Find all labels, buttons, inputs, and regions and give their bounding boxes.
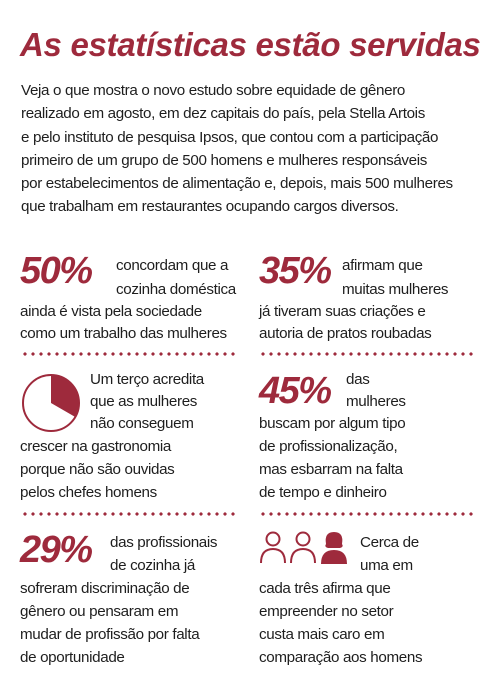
- stat-text-line: afirmam que: [342, 257, 423, 274]
- stat-text-line: cozinha doméstica: [116, 281, 236, 298]
- stat-text-line: das profissionais: [110, 534, 218, 551]
- stat-text-line: buscam por algum tipo: [259, 415, 406, 432]
- intro-line: Veja o que mostra o novo estudo sobre eq…: [21, 82, 406, 99]
- stat-text-line: mulheres: [346, 393, 406, 410]
- stat-text-line: muitas mulheres: [342, 281, 449, 298]
- pie-third-icon: [22, 374, 80, 432]
- intro-line: primeiro de um grupo de 500 homens e mul…: [21, 151, 428, 169]
- intro-line: que trabalham em restaurantes ocupando c…: [21, 198, 399, 216]
- stat-text-line: que as mulheres: [90, 393, 198, 410]
- stat-text-line: de profissionalização,: [259, 438, 398, 455]
- stat-text-line: gênero ou pensaram em: [20, 603, 179, 620]
- dotted-divider: [259, 352, 475, 356]
- intro-line: por estabelecimentos de alimentação e, d…: [21, 175, 453, 193]
- people-icon: [260, 531, 347, 564]
- stat-text-line: uma em: [360, 557, 413, 574]
- stat-text-line: empreender no setor: [259, 603, 394, 620]
- stat-text-line: das: [346, 371, 370, 388]
- dotted-divider: [259, 512, 475, 516]
- stat-percentage: 50%: [20, 250, 93, 292]
- stat-text-line: cada três afirma que: [259, 580, 391, 597]
- stat-text-line: de tempo e dinheiro: [259, 484, 387, 501]
- stat-text-line: porque não são ouvidas: [20, 461, 175, 478]
- stat-text-line: não conseguem: [90, 415, 194, 432]
- intro-paragraph: Veja o que mostra o novo estudo sobre eq…: [21, 79, 491, 219]
- stat-text-line: de oportunidade: [20, 649, 125, 666]
- stat-text-line: já tiveram suas criações e: [259, 303, 426, 320]
- dotted-divider: [21, 352, 237, 356]
- intro-line: e pelo instituto de pesquisa Ipsos, que …: [21, 128, 439, 146]
- intro-line: realizado em agosto, em dez capitais do …: [21, 105, 425, 123]
- stat-text-line: custa mais caro em: [259, 626, 385, 643]
- stat-percentage: 45%: [259, 370, 332, 412]
- stat-text-line: pelos chefes homens: [20, 484, 157, 501]
- stat-percentage: 35%: [259, 250, 332, 292]
- stat-text-line: mudar de profissão por falta: [20, 626, 200, 643]
- stat-text-line: Cerca de: [360, 534, 419, 551]
- stat-text-line: Um terço acredita: [90, 371, 204, 388]
- stat-text-line: sofreram discriminação de: [20, 580, 190, 597]
- stat-text-line: como um trabalho das mulheres: [20, 325, 227, 342]
- stat-text-line: autoria de pratos roubadas: [259, 325, 432, 342]
- stat-text-line: mas esbarram na falta: [259, 461, 403, 478]
- stat-text-line: concordam que a: [116, 257, 229, 274]
- stat-text-line: crescer na gastronomia: [20, 438, 171, 455]
- page-title: As estatísticas estão servidas: [20, 26, 481, 63]
- stat-text-line: de cozinha já: [110, 557, 195, 574]
- stat-percentage: 29%: [20, 529, 93, 571]
- stat-text-line: ainda é vista pela sociedade: [20, 303, 202, 320]
- dotted-divider: [21, 512, 237, 516]
- stat-text-line: comparação aos homens: [259, 649, 423, 666]
